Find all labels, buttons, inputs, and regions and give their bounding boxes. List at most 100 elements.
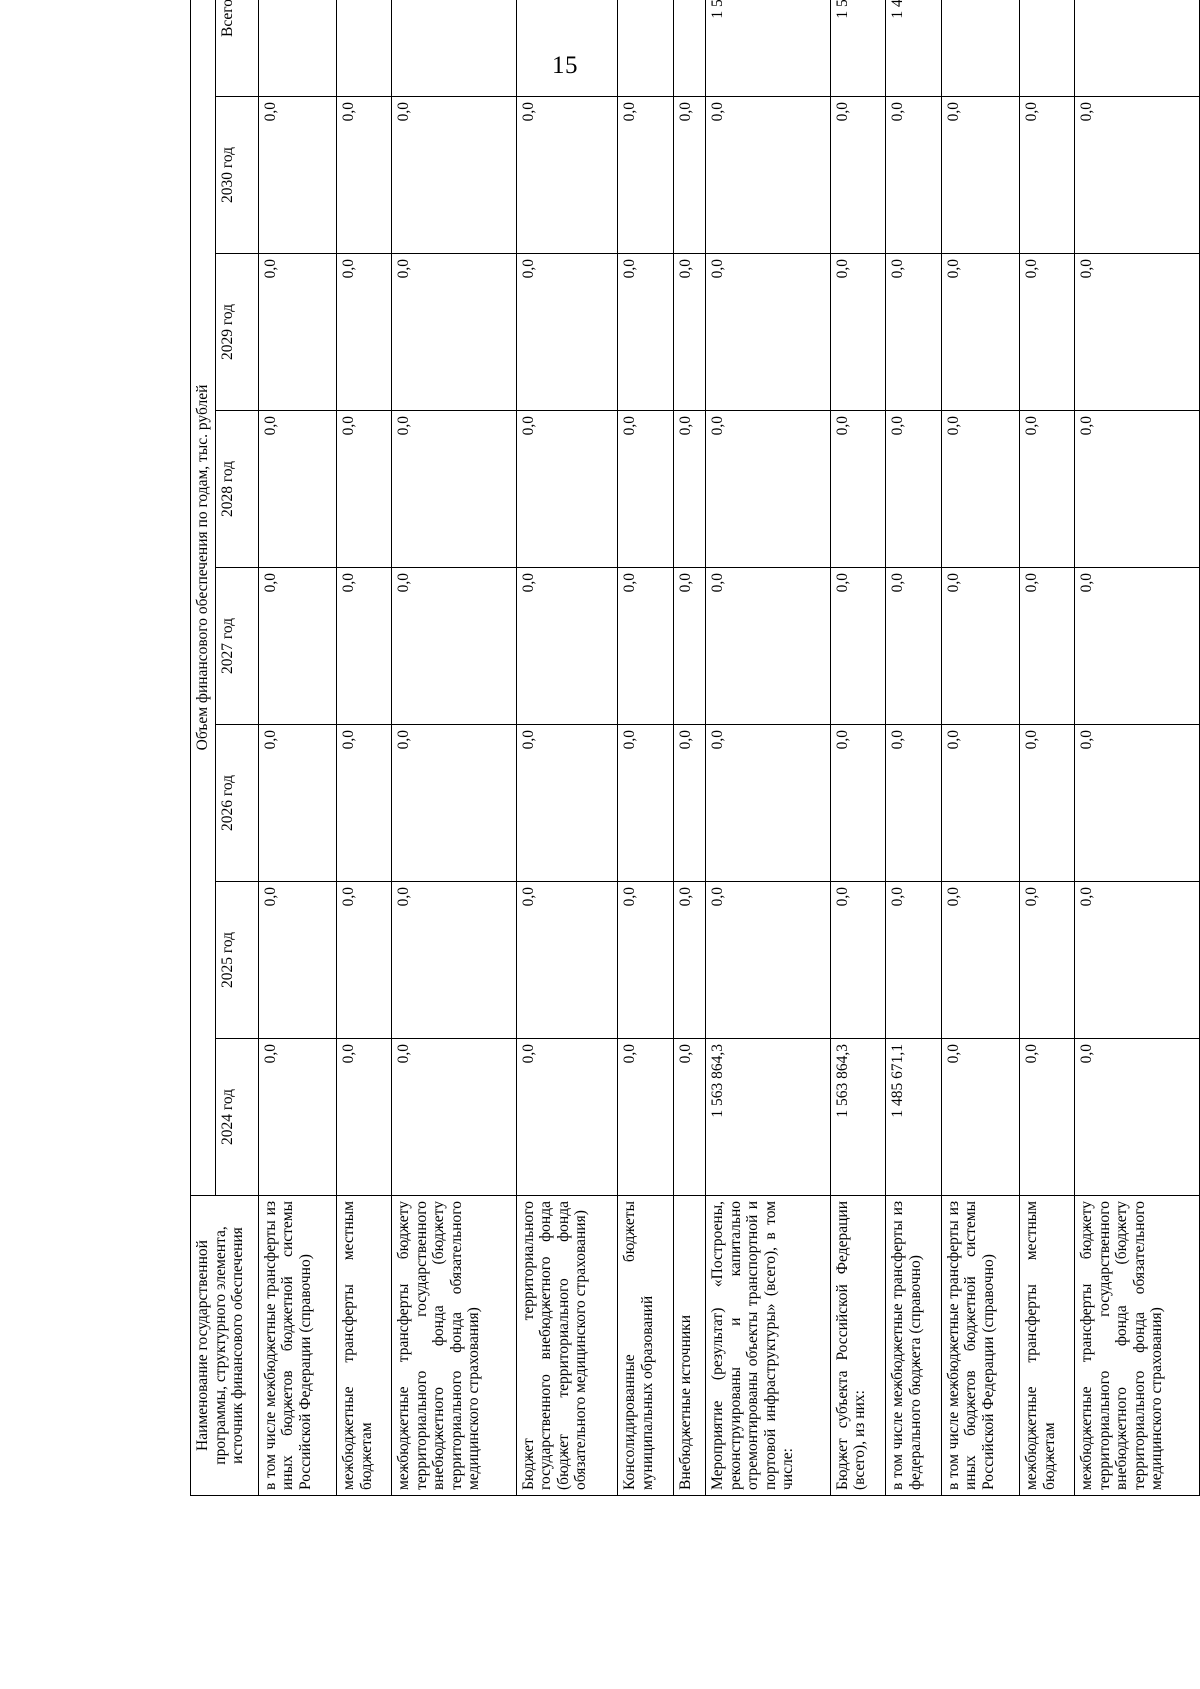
row-label: Консолидированные бюджеты муниципальных …	[617, 1195, 674, 1496]
table-cell-value: 0,0	[830, 881, 886, 1039]
column-header-year: 2024 год	[215, 1038, 259, 1196]
table-cell-value: 1 563 864,3	[705, 1038, 831, 1196]
table-cell-value: 0,0	[258, 724, 337, 882]
table-cell-value: 0,0	[516, 881, 618, 1039]
table-cell-value: 0,0	[617, 881, 674, 1039]
table-cell-value: 0,0	[941, 567, 1020, 725]
column-header-year: 2028 год	[215, 410, 259, 568]
table-cell-value: 0,0	[516, 567, 618, 725]
column-header-year: 2026 год	[215, 724, 259, 882]
table-cell-value: 0,0	[885, 724, 942, 882]
rotated-table-container: Наименование государственной программы, …	[190, 0, 1200, 1496]
table-cell-value: 0,0	[941, 724, 1020, 882]
table-cell-value: 0,0	[391, 1038, 517, 1196]
table-cell-value: 0,0	[391, 96, 517, 254]
table-cell-value: 0,0	[516, 1038, 618, 1196]
table-cell-value: 0,0	[830, 567, 886, 725]
table-cell-value: 0,0	[516, 253, 618, 411]
table-row: межбюджетные трансферты местным бюджетам…	[336, 0, 392, 1496]
table-cell-value: 0,0	[336, 96, 392, 254]
table-cell-value: 0,0	[391, 410, 517, 568]
table-row: в том числе межбюджетные трансферты из ф…	[885, 0, 942, 1496]
table-cell-value: 0,0	[258, 96, 337, 254]
table-cell-value: 1 563 864,3	[705, 0, 831, 97]
column-header-span-funding: Объем финансового обеспечения по годам, …	[190, 0, 216, 1196]
table-cell-value: 0,0	[705, 881, 831, 1039]
table-cell-value: 0,0	[941, 1038, 1020, 1196]
table-cell-value: 0,0	[705, 410, 831, 568]
table-cell-value: 0,0	[885, 567, 942, 725]
row-label: Внебюджетные источники	[673, 1195, 706, 1496]
row-label: Бюджет территориального государственного…	[516, 1195, 618, 1496]
table-cell-value: 0,0	[941, 0, 1020, 97]
table-cell-value: 0,0	[258, 1038, 337, 1196]
table-cell-value: 0,0	[1019, 0, 1075, 97]
table-row: в том числе межбюджетные трансферты из и…	[258, 0, 337, 1496]
table-cell-value: 0,0	[673, 881, 706, 1039]
table-cell-value: 0,0	[258, 567, 337, 725]
row-label: Бюджет субъекта Российской Федерации (вс…	[830, 1195, 886, 1496]
column-header-year: 2027 год	[215, 567, 259, 725]
table-body: в том числе межбюджетные трансферты из и…	[258, 0, 1200, 1496]
table-cell-value: 0,0	[391, 881, 517, 1039]
row-label: межбюджетные трансферты местным бюджетам	[336, 1195, 392, 1496]
table-cell-value: 0,0	[1019, 567, 1075, 725]
table-cell-value: 0,0	[1019, 410, 1075, 568]
table-row: Внебюджетные источники 0,0 0,0 0,0 0,0 0,0 0,0…	[673, 0, 706, 1496]
table-cell-value: 0,0	[705, 96, 831, 254]
table-cell-value: 0,0	[941, 253, 1020, 411]
table-cell-value: 0,0	[516, 410, 618, 568]
table-cell-value: 0,0	[1074, 253, 1200, 411]
table-cell-value: 0,0	[885, 410, 942, 568]
row-label: в том числе межбюджетные трансферты из и…	[941, 1195, 1020, 1496]
table-cell-value: 0,0	[941, 410, 1020, 568]
table-cell-value: 0,0	[705, 724, 831, 882]
table-cell-value: 0,0	[941, 96, 1020, 254]
column-header-label: Наименование государственной программы, …	[190, 1195, 259, 1496]
table-cell-value: 0,0	[617, 253, 674, 411]
table-cell-value: 0,0	[673, 253, 706, 411]
page-number: 15	[552, 52, 578, 79]
table-cell-value: 1 563 864,3	[830, 0, 886, 97]
table-cell-value: 0,0	[617, 567, 674, 725]
table-cell-value: 0,0	[673, 1038, 706, 1196]
table-cell-value: 0,0	[336, 0, 392, 97]
table-cell-value: 1 563 864,3	[830, 1038, 886, 1196]
table-cell-value: 0,0	[830, 724, 886, 882]
table-cell-value: 0,0	[673, 724, 706, 882]
table-cell-value: 0,0	[885, 253, 942, 411]
table-cell-value: 0,0	[885, 96, 942, 254]
table-cell-value: 0,0	[1074, 567, 1200, 725]
table-cell-value: 0,0	[336, 567, 392, 725]
table-cell-value: 0,0	[336, 410, 392, 568]
table-cell-value: 0,0	[336, 724, 392, 882]
table-cell-value: 0,0	[830, 253, 886, 411]
table-cell-value: 0,0	[673, 96, 706, 254]
table-row: в том числе межбюджетные трансферты из и…	[941, 0, 1020, 1496]
table-cell-value: 0,0	[391, 253, 517, 411]
rotated-table-inner: Наименование государственной программы, …	[190, 0, 1200, 1496]
table-cell-value: 0,0	[336, 1038, 392, 1196]
table-cell-value: 0,0	[1074, 881, 1200, 1039]
table-cell-value: 0,0	[1074, 96, 1200, 254]
table-cell-value: 0,0	[1074, 0, 1200, 97]
table-cell-value: 0,0	[885, 881, 942, 1039]
row-label: Мероприятие (результат) «Построены, реко…	[705, 1195, 831, 1496]
table-cell-value: 0,0	[673, 0, 706, 97]
table-cell-value: 0,0	[830, 410, 886, 568]
table-cell-value: 0,0	[941, 881, 1020, 1039]
table-row: межбюджетные трансферты бюджету территор…	[1074, 0, 1200, 1496]
table-cell-value: 0,0	[391, 0, 517, 97]
table-row: Мероприятие (результат) «Построены, реко…	[705, 0, 831, 1496]
table-cell-value: 0,0	[1019, 881, 1075, 1039]
table-header-row-1: Наименование государственной программы, …	[190, 0, 259, 1496]
table-cell-value: 0,0	[1019, 1038, 1075, 1196]
table-row: Бюджет территориального государственного…	[516, 0, 618, 1496]
table-cell-value: 1 485 671,1	[885, 0, 942, 97]
table-cell-value: 0,0	[258, 253, 337, 411]
table-cell-value: 0,0	[830, 96, 886, 254]
row-label: в том числе межбюджетные трансферты из и…	[258, 1195, 337, 1496]
table-row: межбюджетные трансферты местным бюджетам…	[1019, 0, 1075, 1496]
column-header-year: 2030 год	[215, 96, 259, 254]
